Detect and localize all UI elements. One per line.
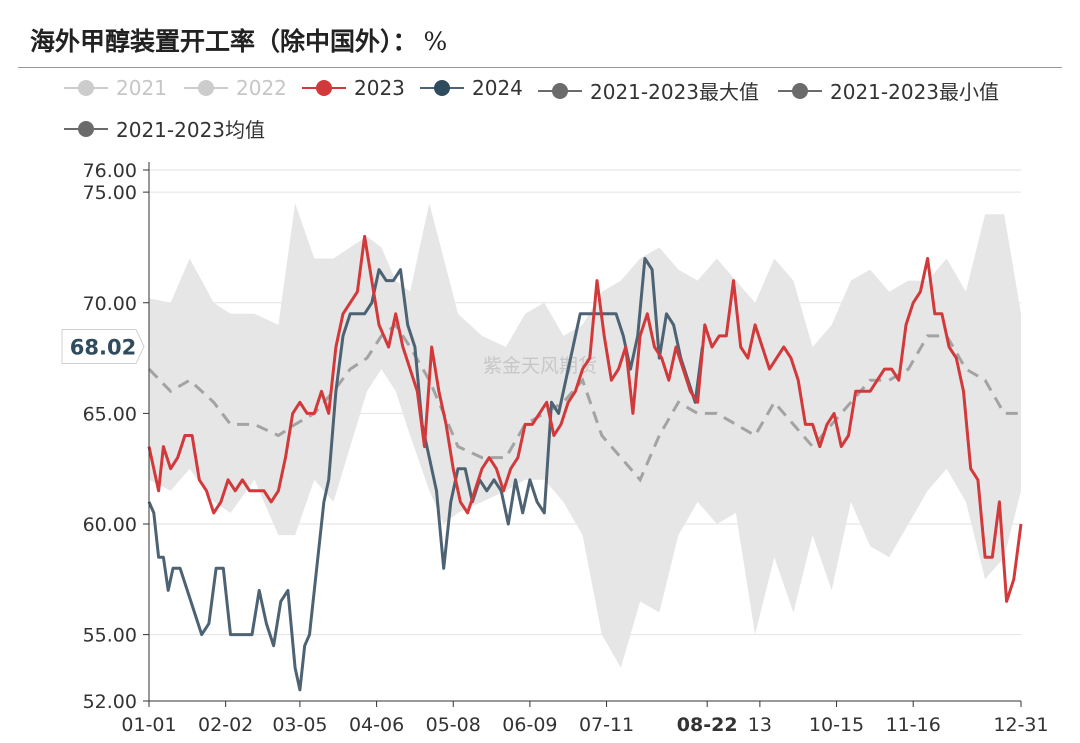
y-tick-label: 55.00 [83, 625, 137, 647]
y-tick-label: 60.00 [83, 514, 137, 536]
legend-label-mean: 2021-2023均值 [116, 118, 266, 142]
legend-label-2021: 2021 [116, 76, 167, 100]
x-tick-label: 03-05 [272, 714, 327, 736]
legend-marker-min [778, 82, 822, 99]
legend-item-2022[interactable]: 2022 [184, 76, 287, 100]
legend-marker-2021 [64, 80, 108, 96]
legend-item-min[interactable]: 2021-2023最小值 [778, 76, 999, 105]
series-line-2024 [147, 257, 704, 692]
legend-marker-max [538, 82, 582, 99]
x-tick-label: 04-06 [349, 714, 404, 736]
min-max-band-area [149, 203, 1021, 668]
title-divider [18, 67, 1062, 68]
x-tick-label: 02-02 [198, 714, 253, 736]
y-tick-label: 76.00 [83, 160, 137, 182]
legend-marker-mean [64, 120, 108, 137]
x-axis-pointer-label: 08-22 [677, 714, 738, 736]
x-tick-label: 12-31 [993, 714, 1048, 736]
x-tick-label: 10-15 [809, 714, 864, 736]
y-tick-label: 70.00 [83, 293, 137, 315]
series-line-2023 [147, 234, 1023, 603]
legend-item-mean[interactable]: 2021-2023均值 [64, 114, 265, 143]
legend-label-max: 2021-2023最大值 [590, 80, 760, 104]
legend-label-min: 2021-2023最小值 [830, 80, 1000, 104]
legend-label-2022: 2022 [236, 76, 287, 100]
chart-title-text: 海外甲醇装置开工率（除中国外）： [30, 27, 418, 56]
y-tick-label: 75.00 [83, 182, 137, 204]
x-tick-label: 06-09 [502, 714, 557, 736]
chart-title-unit: % [423, 27, 448, 56]
legend-label-2023: 2023 [354, 76, 405, 100]
series-lines [147, 234, 1023, 692]
legend-marker-2024 [420, 80, 464, 96]
legend-item-2024[interactable]: 2024 [420, 76, 523, 100]
min-max-band-layer [149, 203, 1021, 668]
legend-marker-2023 [302, 80, 346, 96]
x-tick-label: 11-16 [886, 714, 941, 736]
y-pointer-value: 68.02 [70, 336, 136, 360]
y-tick-label: 52.00 [83, 691, 137, 713]
x-tick-label: 01-01 [121, 714, 176, 736]
legend-item-2021[interactable]: 2021 [64, 76, 167, 100]
y-pointer-badge [61, 329, 145, 365]
y-axis-pointer: 68.02 [61, 329, 145, 365]
legend-label-2024: 2024 [472, 76, 523, 100]
legend-item-max[interactable]: 2021-2023最大值 [538, 76, 759, 105]
chart-title: 海外甲醇装置开工率（除中国外）：% [30, 22, 447, 58]
legend-item-2023[interactable]: 2023 [302, 76, 405, 100]
x-tick-label: 13 [748, 714, 772, 736]
x-tick-label: 07-11 [579, 714, 634, 736]
legend-marker-2022 [184, 80, 228, 96]
y-tick-label: 65.00 [83, 403, 137, 425]
x-tick-label: 05-08 [426, 714, 481, 736]
